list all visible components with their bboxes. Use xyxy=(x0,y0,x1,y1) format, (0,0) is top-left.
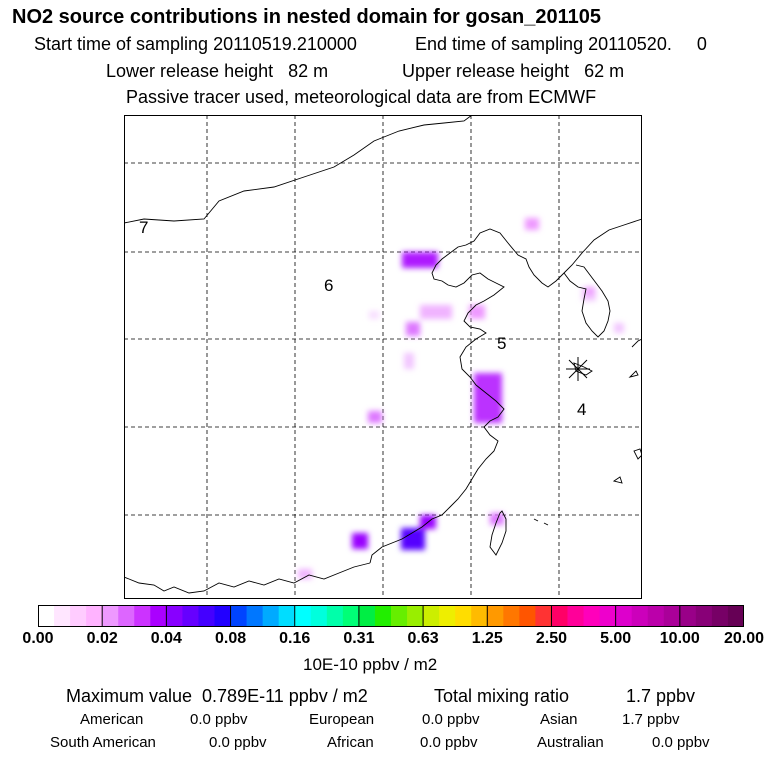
region-value-african: 0.0 ppbv xyxy=(420,734,478,751)
sampling-start-time: Start time of sampling 20110519.210000 xyxy=(34,34,357,54)
receptor-star-icon xyxy=(566,357,590,381)
color-scale-border xyxy=(38,605,744,627)
region-name-european: European xyxy=(309,711,375,728)
color-scale-swatch xyxy=(182,605,200,627)
color-scale-swatch xyxy=(663,605,681,627)
color-scale-swatch xyxy=(599,605,617,627)
region-label-6: 6 xyxy=(324,276,333,295)
color-scale-swatch xyxy=(278,605,296,627)
color-scale-swatch xyxy=(615,605,633,627)
color-scale-swatch xyxy=(407,605,424,627)
color-scale-swatch xyxy=(54,605,71,627)
color-scale-swatch xyxy=(647,605,665,627)
color-scale-swatch xyxy=(471,605,488,627)
color-scale-swatch xyxy=(134,605,151,627)
color-scale-tick-label: 0.04 xyxy=(150,630,182,647)
color-scale-swatch xyxy=(519,605,537,627)
color-scale-swatch xyxy=(214,605,232,627)
color-scale-tick-label: 5.00 xyxy=(600,630,632,647)
color-scale-swatch xyxy=(86,605,103,627)
sampling-end-time: End time of sampling 20110520. 0 xyxy=(415,34,707,54)
source-contribution-map: 7 6 5 4 xyxy=(124,115,642,599)
color-scale-swatch xyxy=(342,605,360,627)
color-scale-swatch xyxy=(503,605,520,627)
color-scale-tick-label: 0.08 xyxy=(214,630,247,647)
color-scale-swatch xyxy=(567,605,585,627)
color-scale-swatch xyxy=(230,605,248,627)
color-scale-swatch xyxy=(535,605,553,627)
color-scale-swatch xyxy=(391,605,408,627)
color-scale-swatch xyxy=(679,605,697,627)
region-value-south-american: 0.0 ppbv xyxy=(209,734,267,751)
color-scale-swatch xyxy=(695,605,713,627)
color-scale-swatch xyxy=(294,605,312,627)
color-scale-swatch xyxy=(583,605,601,627)
color-scale-swatch xyxy=(310,605,328,627)
region-value-american: 0.0 ppbv xyxy=(190,711,248,728)
color-scale-tick-label: 0.02 xyxy=(86,630,118,647)
color-scale-swatch xyxy=(423,605,440,627)
upper-release-height: Upper release height 62 m xyxy=(402,61,625,81)
color-scale-tick-label: 1.25 xyxy=(471,630,503,647)
maximum-value: Maximum value 0.789E-11 ppbv / m2 xyxy=(66,686,368,706)
color-scale-swatch xyxy=(246,605,264,627)
region-value-australian: 0.0 ppbv xyxy=(652,734,710,751)
region-name-african: African xyxy=(327,734,374,751)
coastlines xyxy=(124,115,642,594)
color-scale-swatch xyxy=(551,605,569,627)
color-scale-tick-label: 0.63 xyxy=(407,630,439,647)
color-scale-tick-label: 20.00 xyxy=(723,630,765,647)
color-scale-swatch xyxy=(455,605,472,627)
color-scale-swatch xyxy=(326,605,344,627)
color-scale-bar xyxy=(38,605,744,627)
color-scale-swatch xyxy=(439,605,456,627)
region-name-asian: Asian xyxy=(540,711,578,728)
region-label-5: 5 xyxy=(497,334,506,353)
color-scale-tick-label: 0.31 xyxy=(343,630,375,647)
color-scale-swatch xyxy=(631,605,649,627)
total-mixing-ratio-value: 1.7 ppbv xyxy=(626,686,696,706)
color-scale-swatch xyxy=(374,605,392,627)
color-scale-unit: 10E-10 ppbv / m2 xyxy=(303,655,438,674)
color-scale-swatch xyxy=(198,605,216,627)
color-scale-swatch xyxy=(38,605,55,627)
color-scale-tick-label: 0.00 xyxy=(22,630,54,647)
color-scale-swatch xyxy=(262,605,280,627)
tracer-note: Passive tracer used, meteorological data… xyxy=(126,87,597,107)
lower-release-height: Lower release height 82 m xyxy=(106,61,329,81)
plot-title: NO2 source contributions in nested domai… xyxy=(12,6,602,28)
region-label-4: 4 xyxy=(577,400,586,419)
color-scale-swatch xyxy=(150,605,167,627)
color-scale-swatch xyxy=(102,605,119,627)
region-label-7: 7 xyxy=(139,218,148,237)
color-scale-tick-label: 0.16 xyxy=(279,630,311,647)
color-scale-swatch xyxy=(727,605,744,627)
map-grid xyxy=(124,115,642,599)
color-scale-swatch xyxy=(487,605,504,627)
color-scale-swatch xyxy=(70,605,87,627)
region-name-american: American xyxy=(80,711,144,728)
total-mixing-ratio-label: Total mixing ratio xyxy=(434,686,570,706)
color-scale-tick-label: 2.50 xyxy=(535,630,568,647)
region-value-asian: 1.7 ppbv xyxy=(622,711,680,728)
region-value-european: 0.0 ppbv xyxy=(422,711,480,728)
region-name-south-american: South American xyxy=(50,734,156,751)
region-name-australian: Australian xyxy=(537,734,604,751)
color-scale-swatch xyxy=(166,605,184,627)
color-scale-swatch xyxy=(358,605,376,627)
color-scale-tick-label: 10.00 xyxy=(659,630,700,647)
color-scale-swatch xyxy=(118,605,135,627)
concentration-plumes xyxy=(298,218,624,579)
color-scale-swatch xyxy=(711,605,729,627)
